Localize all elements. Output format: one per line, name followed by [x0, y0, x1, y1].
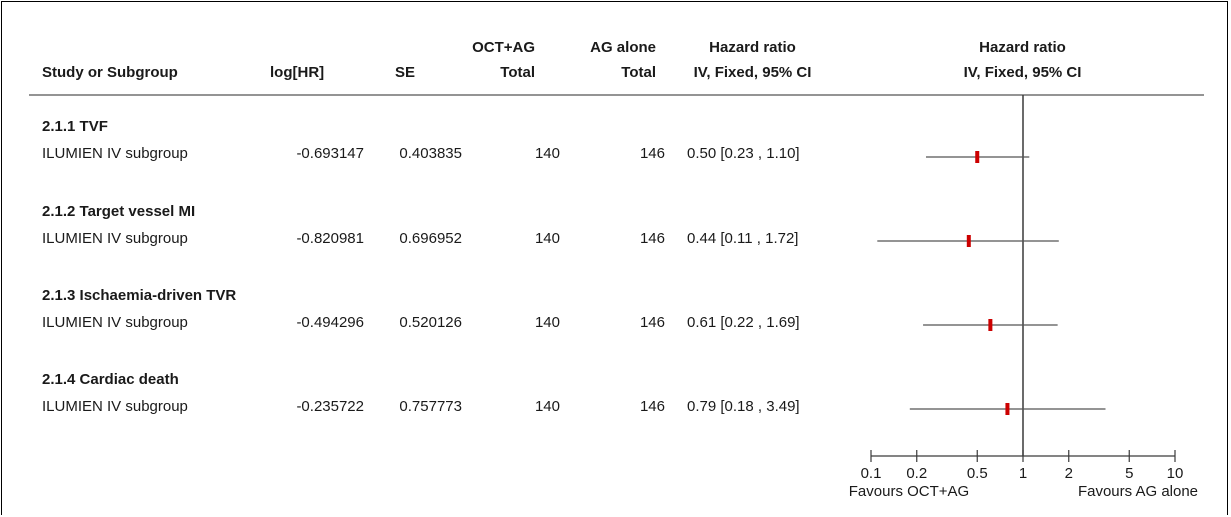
group-title: 2.1.3 Ischaemia-driven TVR [42, 287, 237, 304]
study-name: ILUMIEN IV subgroup [42, 314, 188, 331]
study-loghr: -0.693147 [296, 145, 364, 162]
favours-left-label: Favours OCT+AG [849, 483, 969, 500]
header-plot-line2: IV, Fixed, 95% CI [963, 64, 1082, 81]
study-ctl-total: 146 [639, 314, 665, 331]
header-ctl-line1: AG alone [590, 39, 656, 56]
study-exp-total: 140 [534, 145, 560, 162]
x-tick-label: 0.1 [861, 465, 882, 482]
hr-point-marker [975, 151, 980, 163]
study-ctl-total: 146 [639, 145, 665, 162]
group-title: 2.1.2 Target vessel MI [42, 203, 196, 220]
study-ctl-total: 146 [639, 230, 665, 247]
header-exp-line1: OCT+AG [472, 39, 535, 56]
header-hr-line2: IV, Fixed, 95% CI [693, 64, 812, 81]
study-se: 0.520126 [399, 314, 462, 331]
header-ctl-line2: Total [621, 64, 656, 81]
header-hr-line1: Hazard ratio [709, 39, 796, 56]
hr-point-marker [988, 319, 993, 331]
study-loghr: -0.494296 [296, 314, 364, 331]
x-tick-label: 2 [1065, 465, 1073, 482]
x-tick-label: 10 [1167, 465, 1184, 482]
study-name: ILUMIEN IV subgroup [42, 230, 188, 247]
study-ci-text: 0.50 [0.23 , 1.10] [687, 145, 800, 162]
study-ci-text: 0.44 [0.11 , 1.72] [687, 230, 799, 247]
study-se: 0.757773 [399, 398, 462, 415]
header-se: SE [395, 64, 416, 81]
study-name: ILUMIEN IV subgroup [42, 398, 188, 415]
study-ci-text: 0.61 [0.22 , 1.69] [687, 314, 800, 331]
study-exp-total: 140 [534, 314, 560, 331]
x-tick-label: 5 [1125, 465, 1133, 482]
header-loghr: log[HR] [270, 64, 325, 81]
header-study: Study or Subgroup [42, 64, 178, 81]
header-exp-line2: Total [500, 64, 535, 81]
x-tick-label: 1 [1019, 465, 1027, 482]
favours-right-label: Favours AG alone [1078, 483, 1198, 500]
study-loghr: -0.235722 [296, 398, 364, 415]
study-exp-total: 140 [534, 398, 560, 415]
study-ci-text: 0.79 [0.18 , 3.49] [687, 398, 800, 415]
group-title: 2.1.1 TVF [42, 118, 108, 135]
x-tick-label: 0.5 [967, 465, 988, 482]
study-exp-total: 140 [534, 230, 560, 247]
study-name: ILUMIEN IV subgroup [42, 145, 188, 162]
study-loghr: -0.820981 [296, 230, 364, 247]
header-plot-line1: Hazard ratio [979, 39, 1066, 56]
x-tick-label: 0.2 [906, 465, 927, 482]
study-se: 0.403835 [399, 145, 462, 162]
hr-point-marker [1005, 403, 1010, 415]
hr-point-marker [966, 235, 971, 247]
study-se: 0.696952 [399, 230, 462, 247]
study-ctl-total: 146 [639, 398, 665, 415]
group-title: 2.1.4 Cardiac death [42, 371, 179, 388]
